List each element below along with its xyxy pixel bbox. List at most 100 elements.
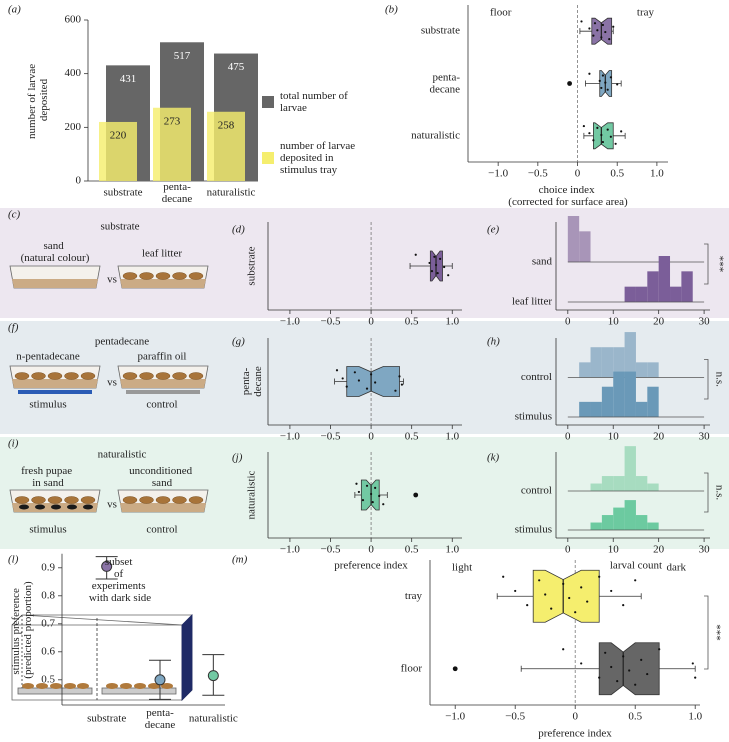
pupa (67, 504, 77, 510)
pupa (35, 504, 45, 510)
data-point (634, 683, 637, 686)
legend-swatch (262, 96, 274, 108)
histogram-bar (624, 332, 636, 378)
data-point (538, 579, 541, 582)
data-point (588, 27, 591, 30)
y-tick-label: 0 (76, 175, 82, 187)
panel-label: (d) (232, 224, 245, 236)
legend-label: total number of larvae (280, 89, 351, 113)
category-label: naturalistic (411, 129, 460, 141)
category-label: naturalistic (246, 470, 258, 519)
leaf (122, 272, 138, 280)
data-point (580, 662, 583, 665)
data-point (622, 604, 625, 607)
category-label: tray (405, 590, 423, 602)
x-tick-label: −1.0 (280, 431, 300, 443)
legend-swatch (262, 152, 274, 164)
histogram-bar (635, 515, 648, 530)
data-point (580, 20, 583, 23)
histogram-bar (601, 476, 614, 491)
x-tick-label: 0.5 (405, 544, 419, 556)
histogram-bar (658, 256, 671, 302)
role-label: control (146, 524, 177, 536)
leaf (155, 372, 171, 380)
x-tick-label: −1.0 (280, 316, 300, 328)
category-label: substrate (421, 25, 460, 37)
x-tick-label: 0 (368, 544, 374, 556)
histogram-bar (647, 483, 659, 491)
x-tick-label: −0.5 (321, 431, 341, 443)
x-tick-label: 10 (608, 431, 620, 443)
data-point (608, 38, 611, 41)
panel-label: (g) (232, 336, 245, 348)
tray-substrate (120, 279, 206, 288)
data-point (622, 655, 625, 658)
panel-label: (b) (385, 4, 398, 16)
data-point (438, 257, 442, 260)
histogram-bar (567, 216, 580, 262)
data-point (601, 140, 605, 144)
data-point (371, 501, 374, 504)
row-label: leaf litter (512, 296, 552, 308)
data-point (447, 274, 450, 277)
histogram-bar (579, 362, 591, 378)
y-tick-label: 600 (65, 14, 82, 26)
data-point (398, 375, 401, 378)
x-tick-label: 20 (653, 431, 665, 443)
data-point (374, 381, 377, 384)
data-point (691, 662, 694, 665)
leaf (80, 496, 96, 504)
left-label: fresh pupae in sand (21, 464, 75, 488)
diagram-caption: subset of experiments with dark side (89, 555, 151, 603)
data-point (357, 379, 361, 382)
x-axis-label: preference index (334, 560, 408, 572)
panel-label: (i) (8, 438, 19, 450)
panel-label: (m) (232, 554, 248, 566)
histogram-bar (635, 476, 648, 491)
histogram-bar (624, 446, 636, 491)
panel-label: (c) (8, 209, 21, 221)
panel-label: (l) (8, 554, 19, 566)
box (346, 366, 400, 397)
histogram-bar (590, 483, 602, 491)
histogram-bar (590, 522, 602, 530)
histogram-bar (590, 347, 602, 378)
x-tick-label: naturalistic (189, 713, 238, 725)
data-point (592, 139, 595, 142)
histogram-bar (613, 347, 625, 378)
panel-label: (e) (487, 224, 500, 236)
right-label: paraffin oil (138, 351, 187, 363)
x-tick-label: 0 (368, 316, 374, 328)
data-point (400, 383, 404, 386)
x-tick-label: 0 (565, 431, 571, 443)
leaf (80, 372, 96, 380)
x-tick-label: 30 (699, 431, 711, 443)
histogram-bar (601, 515, 614, 530)
leaf (64, 372, 79, 380)
tray-substrate (120, 379, 206, 388)
histogram-bar (579, 401, 591, 417)
pupa (51, 504, 61, 510)
x-tick-label: −0.5 (528, 168, 548, 180)
x-tick-label: substrate (87, 713, 126, 725)
significance-bracket (704, 359, 709, 400)
leaf (172, 372, 187, 380)
diagram-title: pentadecane (95, 336, 149, 348)
data-point (369, 492, 373, 496)
data-point (580, 586, 583, 589)
histogram-bar (579, 231, 591, 262)
data-point (586, 600, 589, 603)
x-tick-label: 0 (572, 711, 578, 723)
data-point (443, 265, 446, 269)
significance-label: *** (710, 624, 722, 641)
category-label: substrate (246, 246, 258, 285)
panel-label: (h) (487, 336, 500, 348)
vs-label: vs (107, 274, 117, 286)
histogram-bar (635, 286, 648, 302)
x-tick-label: 20 (653, 316, 665, 328)
panel-label: (a) (8, 4, 21, 16)
bar (153, 107, 191, 181)
y-tick-label: 0.9 (41, 561, 55, 573)
data-point (357, 490, 361, 494)
data-point (526, 604, 529, 607)
